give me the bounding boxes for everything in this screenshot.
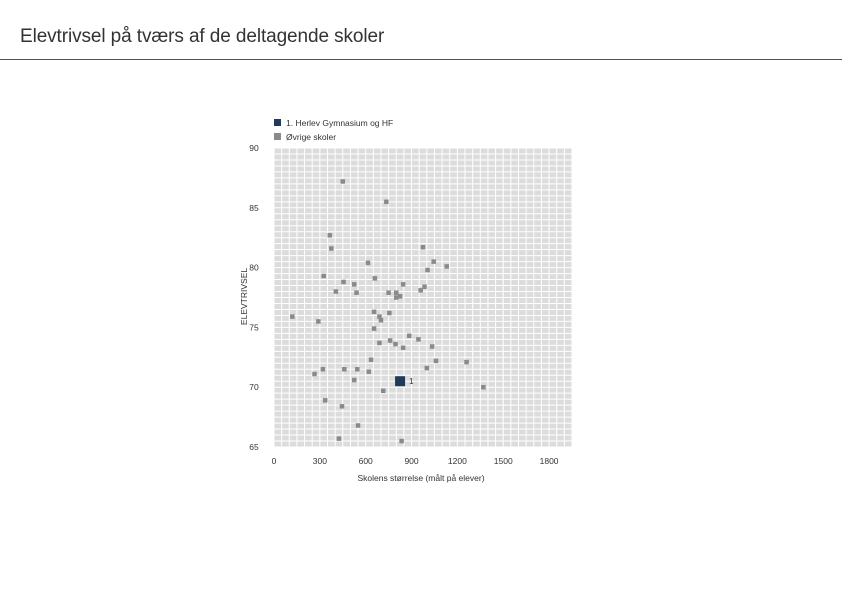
data-point-other-school	[393, 341, 398, 347]
data-point-other-school	[354, 290, 359, 295]
y-tick-label: 80	[249, 263, 259, 273]
y-tick-label: 70	[249, 382, 259, 392]
data-point-other-school	[290, 314, 295, 319]
y-tick-label: 65	[249, 442, 259, 452]
data-point-other-school	[316, 319, 321, 324]
data-point-other-school	[422, 284, 427, 289]
data-point-other-school	[416, 337, 421, 342]
x-tick-label: 1500	[494, 456, 513, 466]
legend-entry-label: 1. Herlev Gymnasium og HF	[286, 118, 393, 128]
data-point-other-school	[377, 314, 382, 319]
data-point-other-school	[329, 246, 334, 251]
x-tick-label: 600	[359, 456, 373, 466]
y-tick-label: 75	[249, 322, 259, 332]
data-point-other-school	[372, 276, 378, 281]
x-tick-label: 1800	[540, 456, 559, 466]
data-points: 1	[290, 179, 486, 444]
data-point-other-school	[312, 371, 317, 377]
data-point-other-school	[431, 259, 436, 264]
data-point-other-school	[368, 357, 374, 362]
data-point-other-school	[400, 345, 406, 350]
data-point-other-school	[400, 282, 406, 287]
data-point-other-school	[320, 367, 326, 372]
page-title: Elevtrivsel på tværs af de deltagende sk…	[20, 26, 385, 47]
y-tick-labels: 65 70 75 80 85 90	[249, 143, 259, 452]
data-point-other-school	[481, 384, 486, 390]
data-point-other-school	[464, 359, 469, 365]
y-axis-label: ELEVTRIVSEL	[239, 268, 249, 325]
data-point-other-school	[366, 369, 371, 374]
data-point-other-school	[394, 290, 399, 295]
data-point-other-school	[342, 367, 347, 372]
data-point-other-school	[386, 290, 391, 295]
y-tick-label: 85	[249, 203, 259, 213]
data-point-other-school	[406, 333, 412, 339]
title-divider	[0, 59, 842, 60]
data-point-other-school	[336, 436, 342, 441]
legend: 1. Herlev Gymnasium og HF Øvrige skoler	[274, 118, 393, 142]
data-point-other-school	[327, 233, 333, 238]
data-point-other-school	[425, 267, 430, 273]
data-point-other-school	[322, 398, 328, 403]
data-point-other-school	[387, 310, 392, 316]
x-tick-label: 1200	[448, 456, 467, 466]
data-point-label: 1	[409, 377, 414, 386]
data-point-other-school	[429, 344, 435, 349]
x-tick-label: 300	[313, 456, 327, 466]
grid-group	[273, 147, 573, 448]
data-point-other-school	[424, 365, 430, 371]
data-point-other-school	[333, 289, 339, 294]
data-point-other-school	[377, 340, 382, 346]
x-tick-label: 0	[272, 456, 277, 466]
x-tick-labels: 0 300 600 900 1200 1500 1800	[272, 456, 559, 466]
data-point-other-school	[384, 199, 389, 205]
legend-swatch	[274, 133, 281, 140]
data-point-other-school	[341, 279, 346, 285]
data-point-other-school	[321, 273, 326, 279]
data-point-other-school	[339, 404, 345, 409]
x-axis-label: Skolens størrelse (målt på elever)	[357, 473, 484, 483]
legend-swatch	[274, 119, 281, 126]
data-point-other-school	[433, 358, 439, 364]
data-point-other-school	[399, 438, 404, 444]
data-point-other-school	[387, 338, 393, 343]
x-tick-label: 900	[404, 456, 418, 466]
data-point-other-school	[351, 282, 357, 287]
data-point-other-school	[394, 295, 399, 300]
data-point-other-school	[355, 367, 360, 372]
data-point-other-school	[420, 245, 426, 250]
data-point-other-school	[365, 260, 371, 266]
data-point-other-school	[381, 388, 386, 394]
data-point-other-school	[340, 179, 346, 184]
data-point-herlev	[395, 376, 406, 387]
legend-entry-label: Øvrige skoler	[286, 132, 336, 142]
data-point-other-school	[355, 423, 361, 428]
data-point-other-school	[444, 264, 449, 269]
y-tick-label: 90	[249, 143, 259, 153]
data-point-other-school	[371, 309, 377, 315]
data-point-other-school	[371, 326, 377, 331]
data-point-other-school	[418, 288, 423, 293]
data-point-other-school	[351, 377, 357, 383]
data-point-other-school	[397, 294, 403, 299]
data-point-other-school	[378, 317, 384, 323]
